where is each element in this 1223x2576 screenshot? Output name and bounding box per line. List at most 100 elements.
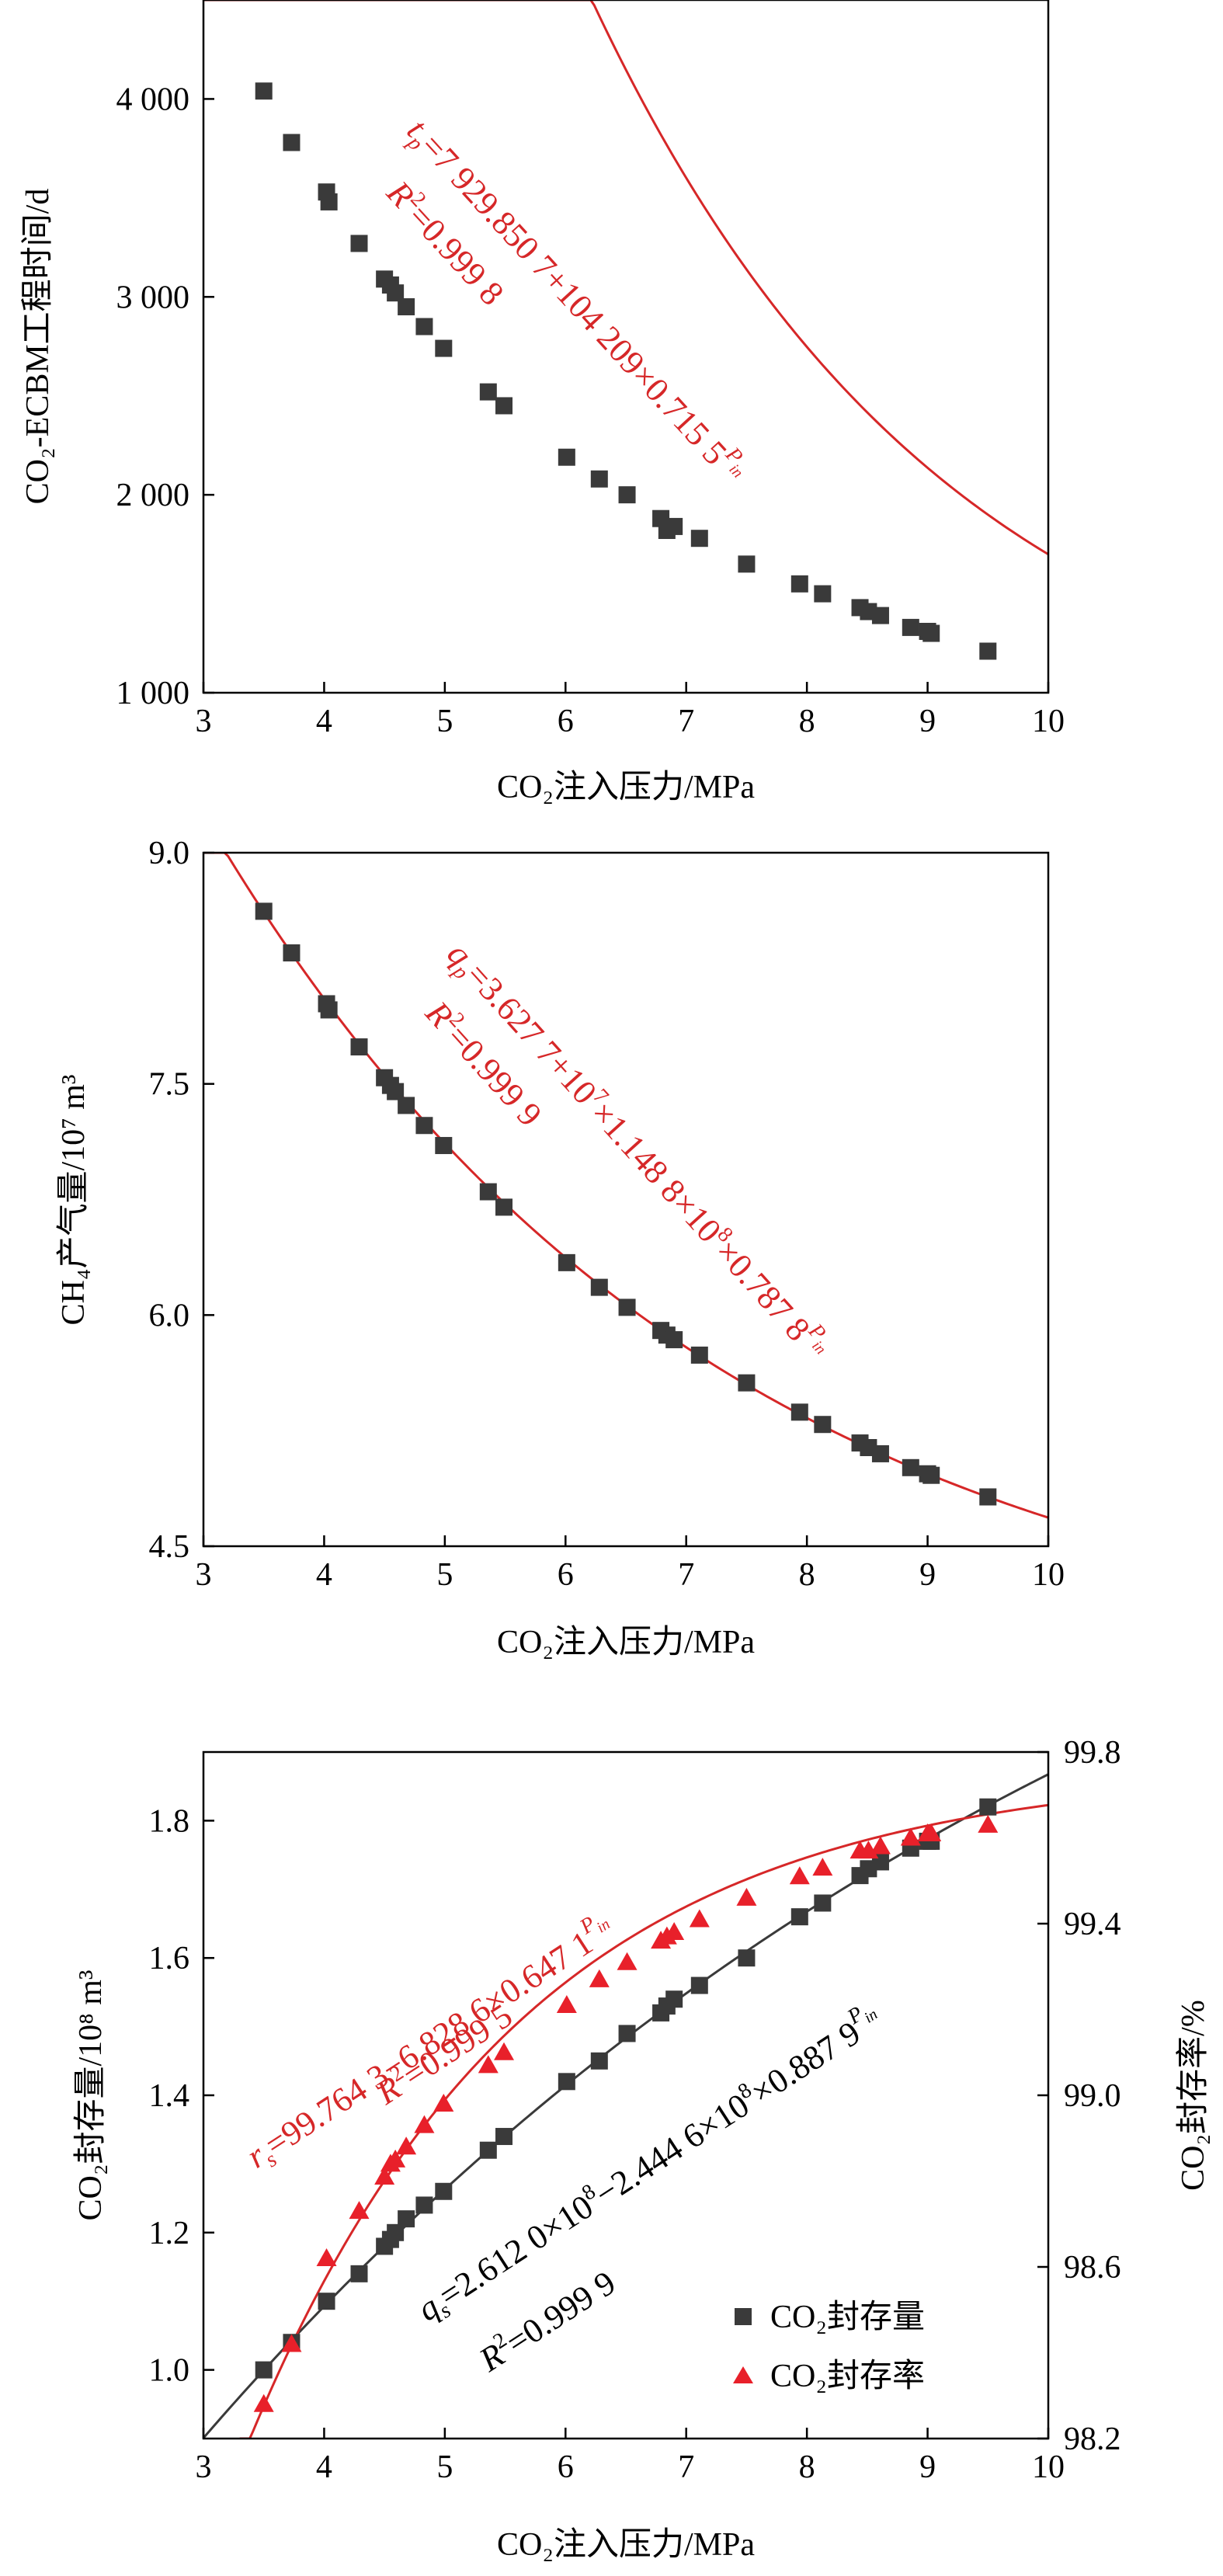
x-tick-label: 4	[316, 1557, 332, 1593]
panel-a-data-point	[398, 298, 415, 316]
panel-c-storage-amount-point	[590, 2052, 608, 2070]
panel-a-data-point	[350, 235, 368, 252]
panel-c-storage-amount-point	[790, 1908, 808, 1926]
x-tick-label: 10	[1032, 704, 1065, 739]
panel-b-data-point	[283, 944, 301, 961]
panel-b-data-point	[435, 1137, 453, 1155]
panel-a-data-point	[590, 470, 608, 488]
x-tick-label: 6	[558, 704, 574, 739]
panel-b-data-point	[558, 1253, 575, 1271]
panel-c-storage-rate-point	[316, 2247, 337, 2266]
y-tick-label: 1.4	[149, 2078, 190, 2114]
y-tick-label: 1.0	[149, 2353, 190, 2389]
panel-b-fit-annotation: qp=3.627 7+107×1.148 8×108×0.787 8Pin	[436, 931, 839, 1370]
panel-c-qs-r2-val: =0.999 9	[499, 2264, 622, 2362]
panel-a-data-point	[435, 339, 453, 357]
x-tick-label: 5	[436, 1557, 453, 1593]
panel-c-storage-amount-point	[415, 2196, 433, 2214]
panel-b-ticks-layer: 3 4 5 6 7 8 9 10 4.5 6.0 7.5 9.0	[149, 836, 1065, 1593]
panel-c-storage-rate-point	[374, 2166, 395, 2185]
x-tick-label: 9	[919, 2449, 936, 2485]
panel-a-data-point	[922, 624, 940, 642]
panel-b-markers-layer	[255, 902, 997, 1506]
panel-c-storage-amount-point	[738, 1949, 756, 1967]
panel-c-storage-amount-point	[690, 1976, 708, 1994]
y-tick-label: 4.5	[149, 1529, 190, 1565]
panel-b-data-point	[665, 1331, 683, 1349]
panel-c-legend: CO₂封存量 CO₂封存率	[733, 2300, 925, 2394]
y2-tick-label: 99.4	[1064, 1907, 1121, 1942]
panel-c-storage-amount-point	[495, 2128, 513, 2146]
panel-b-data-point	[350, 1038, 368, 1056]
x-tick-label: 8	[799, 704, 815, 739]
panel-c-storage-amount-point	[435, 2182, 453, 2200]
panel-a-markers-layer	[255, 82, 997, 660]
panel-a: 3 4 5 6 7 8 9 10 1 000 2 000 3 000 4 000 CO₂-ECBM工程…	[20, 0, 1065, 805]
legend-square-marker	[735, 2308, 752, 2325]
panel-b-data-point	[790, 1403, 808, 1421]
panel-a-data-point	[387, 284, 405, 302]
panel-a-ylabel: CO₂-ECBM工程时间/d	[20, 189, 56, 505]
panel-c-storage-rate-point	[689, 1909, 710, 1928]
panel-c-storage-rate-point	[978, 1814, 999, 1833]
panel-c-storage-amount-point	[398, 2210, 415, 2228]
panel-b-data-point	[814, 1416, 832, 1434]
x-tick-label: 8	[799, 2449, 815, 2485]
y-tick-label: 4 000	[116, 82, 190, 117]
panel-c-storage-rate-point	[736, 1887, 757, 1906]
panel-b-data-point	[690, 1346, 708, 1364]
panel-c-storage-rate-point	[494, 2042, 515, 2060]
panel-c-storage-rate-point	[664, 1922, 685, 1941]
panel-c-qs-body-3: ×0.887 9	[744, 2014, 867, 2112]
y2-tick-label: 98.6	[1064, 2250, 1121, 2286]
panel-c-storage-rate-point	[253, 2393, 274, 2412]
panel-b-fit-curve	[203, 853, 1048, 1519]
panel-c-storage-amount-point	[350, 2265, 368, 2282]
panel-a-data-point	[690, 530, 708, 548]
panel-a-xlabel: CO₂注入压力/MPa	[497, 769, 755, 805]
legend-label-storage-amount: CO₂封存量	[770, 2300, 925, 2335]
panel-c-ylabel: CO₂封存量/10⁸ m³	[73, 1969, 109, 2220]
panel-b: 3 4 5 6 7 8 9 10 4.5 6.0 7.5 9.0 CH₄产气量/10⁷ m³ CO₂注…	[56, 836, 1065, 1660]
x-tick-label: 5	[436, 704, 453, 739]
panel-b-data-point	[479, 1183, 497, 1201]
panel-c-storage-amount-point	[318, 2293, 335, 2310]
panel-c-rs-fit-curve	[239, 1803, 1048, 2439]
panel-a-data-point	[979, 642, 997, 660]
y-tick-label: 6.0	[149, 1298, 190, 1333]
y-tick-label: 7.5	[149, 1067, 190, 1103]
panel-c-storage-rate-point	[812, 1858, 833, 1876]
panel-c-storage-rate-point	[349, 2201, 370, 2220]
panel-c-storage-rate-point	[414, 2115, 435, 2133]
panel-c-storage-rate-point	[617, 1952, 638, 1970]
panel-a-fit-annotation: tp=7 929.850 7+104 209×0.715 5Pin	[396, 108, 756, 494]
panel-c-y2label: CO₂封存率/%	[1175, 2000, 1211, 2191]
panel-b-data-point	[979, 1488, 997, 1506]
x-tick-label: 4	[316, 704, 332, 739]
panel-b-data-point	[871, 1444, 889, 1462]
panel-a-data-point	[255, 82, 273, 100]
x-tick-label: 3	[196, 704, 212, 739]
panel-a-plot-frame	[202, 0, 1050, 694]
y2-tick-label: 99.0	[1064, 2078, 1121, 2114]
panel-c-storage-amount-point	[387, 2223, 405, 2241]
panel-c-storage-amount-point	[255, 2361, 273, 2379]
panel-c-storage-rate-point	[385, 2149, 406, 2168]
panel-c-storage-amount-point	[558, 2073, 575, 2091]
x-tick-label: 6	[558, 1557, 574, 1593]
panel-a-data-point	[738, 555, 756, 573]
legend-label-storage-rate: CO₂封存率	[770, 2358, 925, 2394]
panel-a-data-point	[665, 517, 683, 535]
panel-c: 3 4 5 6 7 8 9 10 1.0 1.2 1.4 1.6 1.8 98.2 98.6 99.0 99.4…	[73, 1735, 1211, 2563]
panel-b-data-point	[738, 1374, 756, 1392]
panel-c-storage-rate-point	[281, 2334, 302, 2352]
panel-a-curve-layer	[203, 0, 1048, 556]
panel-a-fit-curve	[203, 0, 1048, 556]
panel-b-data-point	[618, 1298, 636, 1316]
panel-a-data-point	[902, 618, 919, 636]
y-tick-label: 3 000	[116, 280, 190, 315]
panel-a-data-point	[558, 448, 575, 466]
y-tick-label: 1.6	[149, 1941, 190, 1976]
panel-b-xlabel: CO₂注入压力/MPa	[497, 1624, 755, 1660]
panel-b-curve-layer	[203, 853, 1048, 1519]
